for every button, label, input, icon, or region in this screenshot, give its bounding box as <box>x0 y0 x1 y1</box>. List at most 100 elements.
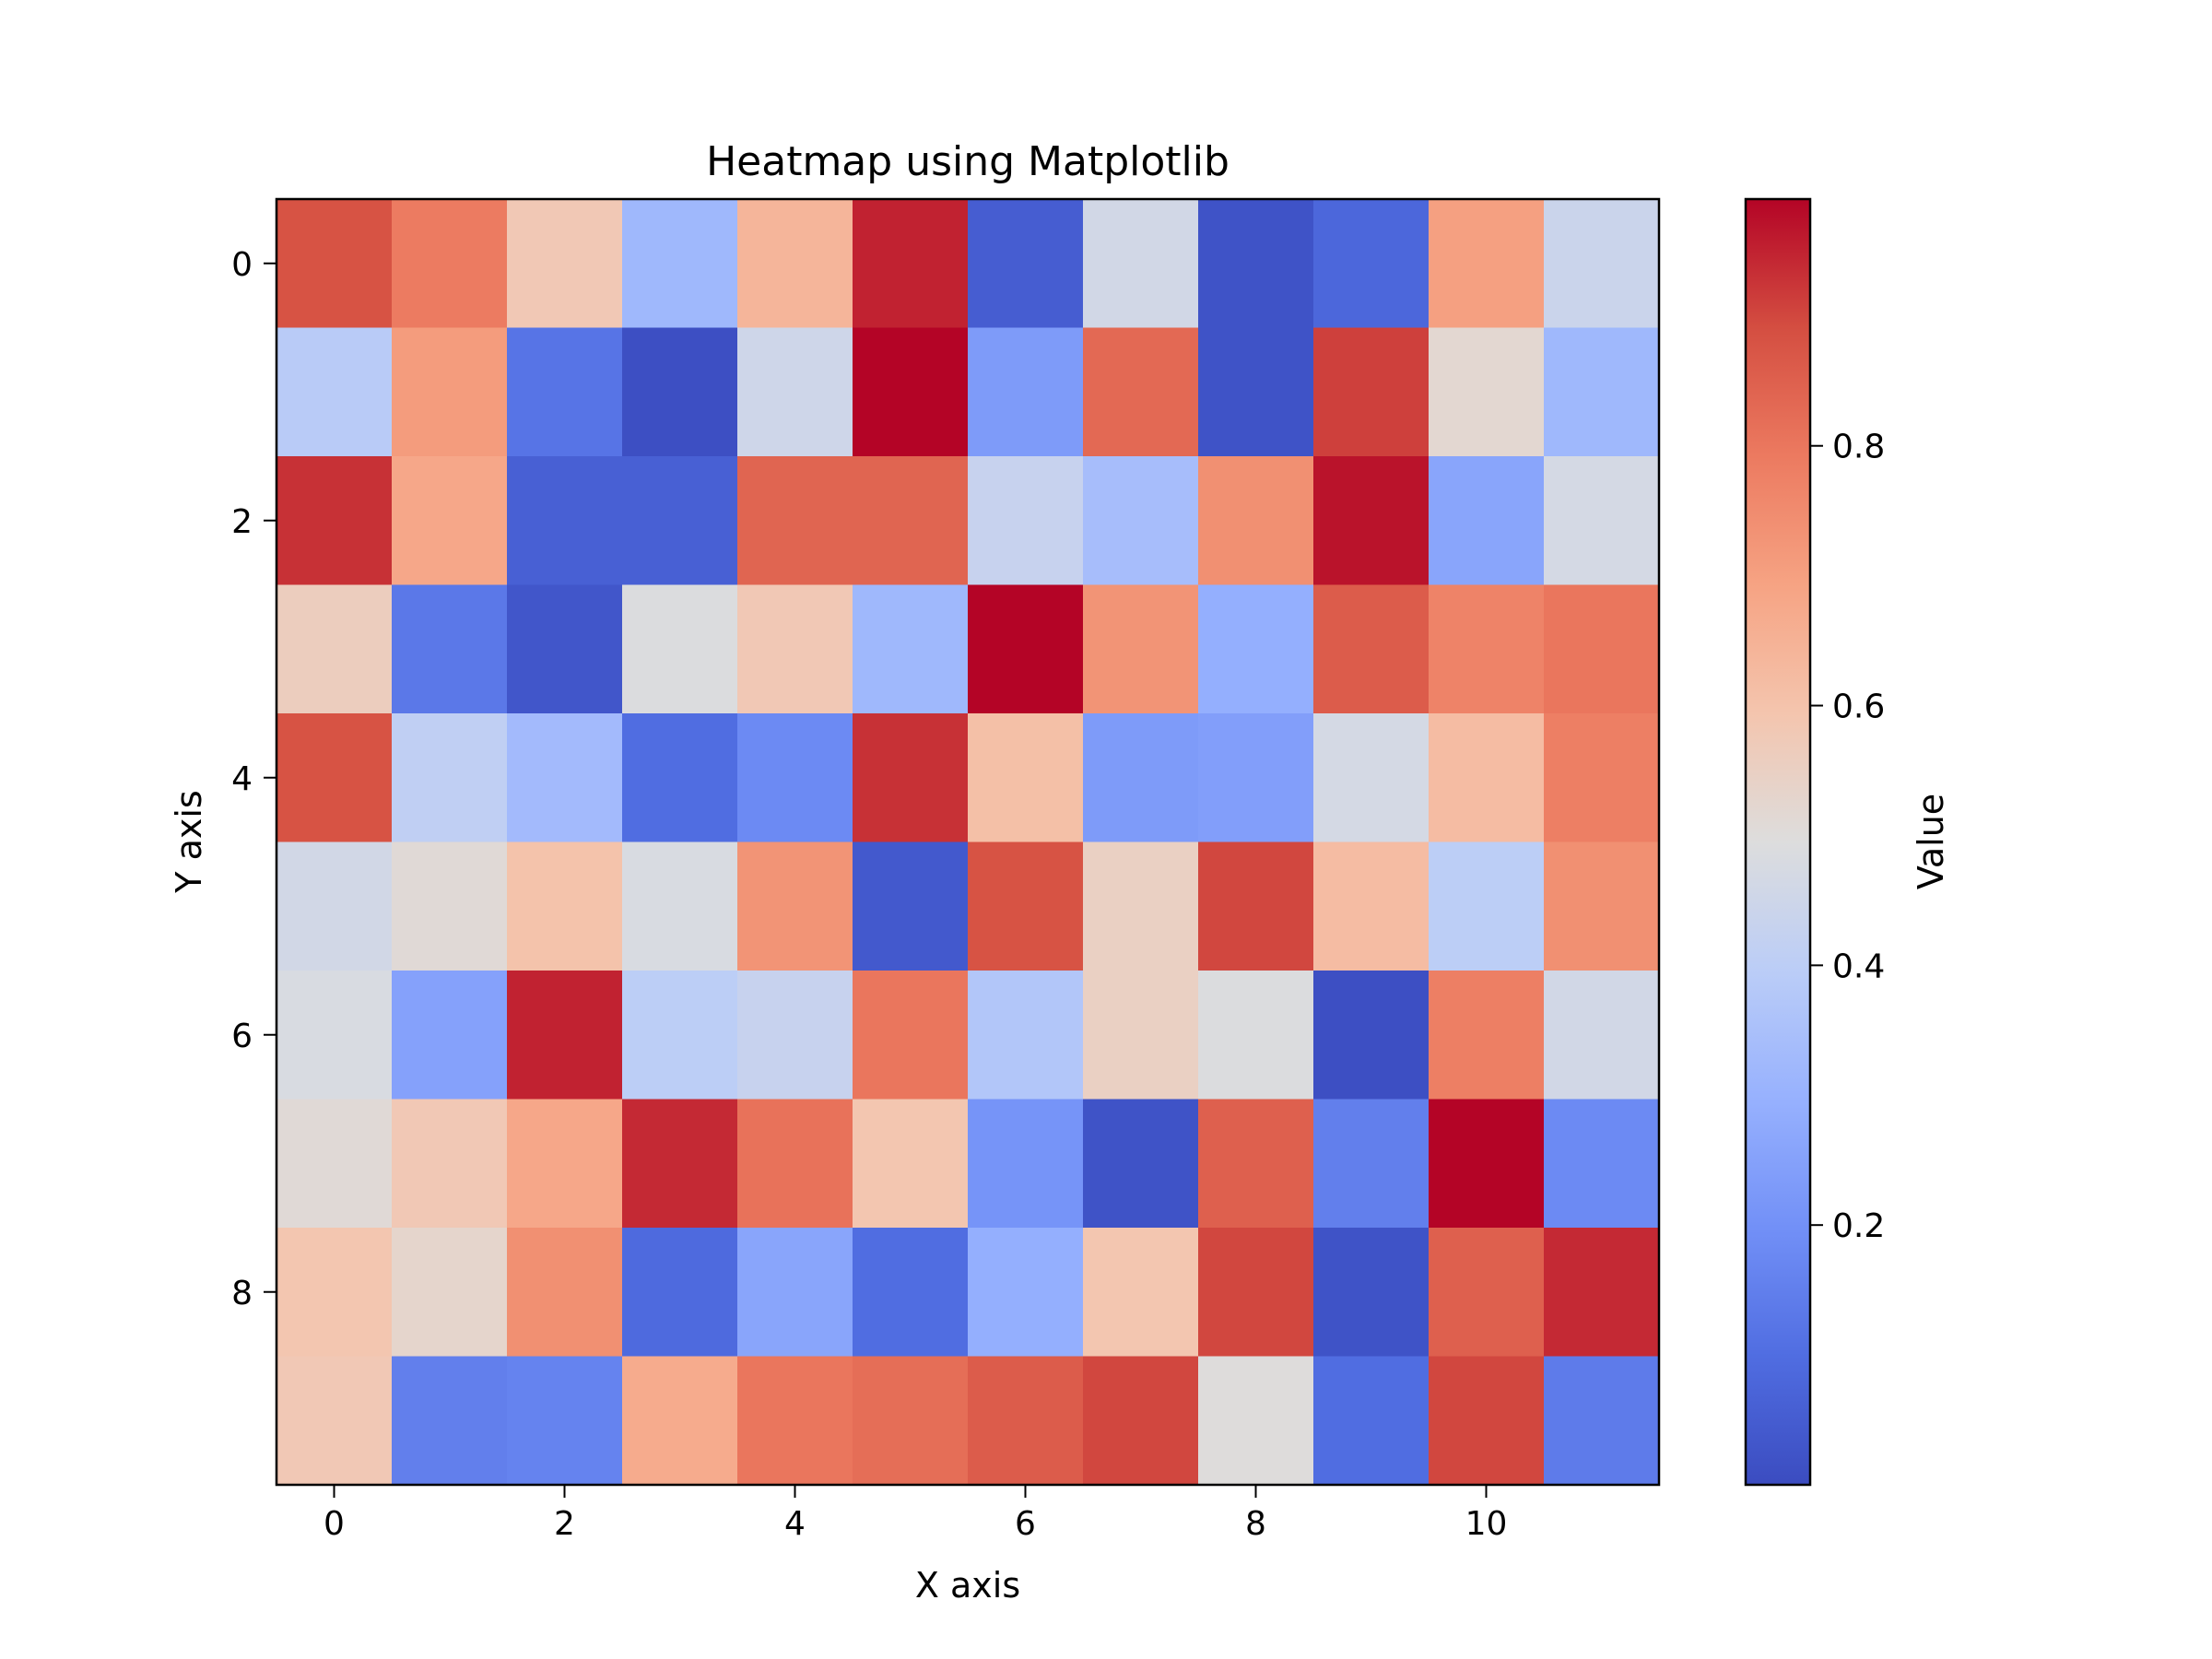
heatmap-cell <box>1429 1356 1545 1486</box>
heatmap-cell <box>507 1099 623 1229</box>
heatmap-cell <box>1313 713 1430 843</box>
heatmap-cell <box>853 199 969 329</box>
heatmap-cell <box>622 456 738 586</box>
y-tick-label: 8 <box>231 1275 253 1312</box>
heatmap-cell <box>622 1099 738 1229</box>
heatmap-cell <box>1544 1099 1660 1229</box>
x-tick-label: 4 <box>784 1505 806 1543</box>
heatmap-cell <box>1429 1228 1545 1358</box>
x-tick-label: 8 <box>1245 1505 1266 1543</box>
heatmap-cell <box>276 584 393 714</box>
heatmap-cells <box>276 199 1660 1486</box>
heatmap-cell <box>392 841 508 971</box>
heatmap-cell <box>1198 199 1314 329</box>
heatmap-cell <box>1083 584 1199 714</box>
heatmap-cell <box>1198 1356 1314 1486</box>
heatmap-cell <box>1313 971 1430 1100</box>
heatmap-cell <box>392 1228 508 1358</box>
heatmap-cell <box>622 199 738 329</box>
heatmap-cell <box>1429 584 1545 714</box>
heatmap-cell <box>853 327 969 457</box>
heatmap-cell <box>392 199 508 329</box>
colorbar-tick-label: 0.2 <box>1832 1207 1885 1245</box>
heatmap-cell <box>1544 584 1660 714</box>
heatmap-cell <box>276 713 393 843</box>
heatmap-cell <box>1544 971 1660 1100</box>
heatmap-cell <box>968 1356 1084 1486</box>
heatmap-cell <box>1198 327 1314 457</box>
heatmap-cell <box>1198 713 1314 843</box>
heatmap-cell <box>968 713 1084 843</box>
heatmap-cell <box>1429 713 1545 843</box>
colorbar-tick-label: 0.4 <box>1832 947 1885 985</box>
heatmap-cell <box>622 1228 738 1358</box>
colorbar-tick-label: 0.6 <box>1832 688 1885 726</box>
heatmap-cell <box>853 713 969 843</box>
plot-frame <box>275 197 1661 1487</box>
heatmap-cell <box>1198 1228 1314 1358</box>
heatmap-cell <box>853 841 969 971</box>
heatmap-cell <box>622 971 738 1100</box>
heatmap-cell <box>392 327 508 457</box>
heatmap-cell <box>1198 584 1314 714</box>
heatmap-cell <box>1083 327 1199 457</box>
colorbar <box>1744 197 1812 1487</box>
heatmap-cell <box>853 584 969 714</box>
heatmap-cell <box>737 1228 853 1358</box>
heatmap-cell <box>1313 1099 1430 1229</box>
x-axis-label: X axis <box>915 1565 1020 1606</box>
x-axis-ticks: 0 2 4 6 8 10 <box>324 1485 1507 1543</box>
heatmap-cell <box>1544 327 1660 457</box>
heatmap-cell <box>968 456 1084 586</box>
heatmap-cell <box>1429 971 1545 1100</box>
heatmap-cell <box>968 327 1084 457</box>
colorbar-tick-label: 0.8 <box>1832 429 1885 466</box>
heatmap-cell <box>1313 841 1430 971</box>
heatmap-cell <box>1429 841 1545 971</box>
heatmap-cell <box>392 456 508 586</box>
heatmap-cell <box>276 1228 393 1358</box>
heatmap-cell <box>737 971 853 1100</box>
heatmap-cell <box>622 713 738 843</box>
heatmap-cell <box>1313 456 1430 586</box>
heatmap-cell <box>507 199 623 329</box>
heatmap-cell <box>276 841 393 971</box>
heatmap-cell <box>276 199 393 329</box>
heatmap-cell <box>1083 713 1199 843</box>
heatmap-cell <box>853 1356 969 1486</box>
x-tick-label: 0 <box>324 1505 345 1543</box>
heatmap-cell <box>853 1228 969 1358</box>
heatmap-cell <box>853 971 969 1100</box>
heatmap-cell <box>737 584 853 714</box>
heatmap-cell <box>276 971 393 1100</box>
heatmap-cell <box>737 1099 853 1229</box>
x-tick-label: 10 <box>1465 1505 1508 1543</box>
heatmap-cell <box>1544 199 1660 329</box>
heatmap-cell <box>1083 1356 1199 1486</box>
heatmap-cell <box>507 584 623 714</box>
heatmap-cell <box>1429 327 1545 457</box>
heatmap-cell <box>968 841 1084 971</box>
heatmap-cell <box>276 1099 393 1229</box>
heatmap-cell <box>968 584 1084 714</box>
heatmap-cell <box>1544 1228 1660 1358</box>
heatmap-cell <box>968 1228 1084 1358</box>
colorbar-ticks: 0.2 0.4 0.6 0.8 <box>1810 429 1885 1245</box>
heatmap-cell <box>1313 327 1430 457</box>
heatmap-cell <box>276 1356 393 1486</box>
heatmap-cell <box>1083 1228 1199 1358</box>
heatmap-cell <box>1083 456 1199 586</box>
heatmap-cell <box>1429 199 1545 329</box>
heatmap-cell <box>276 327 393 457</box>
heatmap-cell <box>507 713 623 843</box>
heatmap-cell <box>622 584 738 714</box>
heatmap-cell <box>853 456 969 586</box>
colorbar-label: Value <box>1911 794 1951 889</box>
heatmap-cell <box>1544 713 1660 843</box>
y-axis-label: Y axis <box>169 790 209 893</box>
heatmap-cell <box>392 713 508 843</box>
y-tick-label: 0 <box>231 246 253 284</box>
heatmap-cell <box>622 1356 738 1486</box>
heatmap-cell <box>1313 199 1430 329</box>
heatmap-cell <box>968 1099 1084 1229</box>
